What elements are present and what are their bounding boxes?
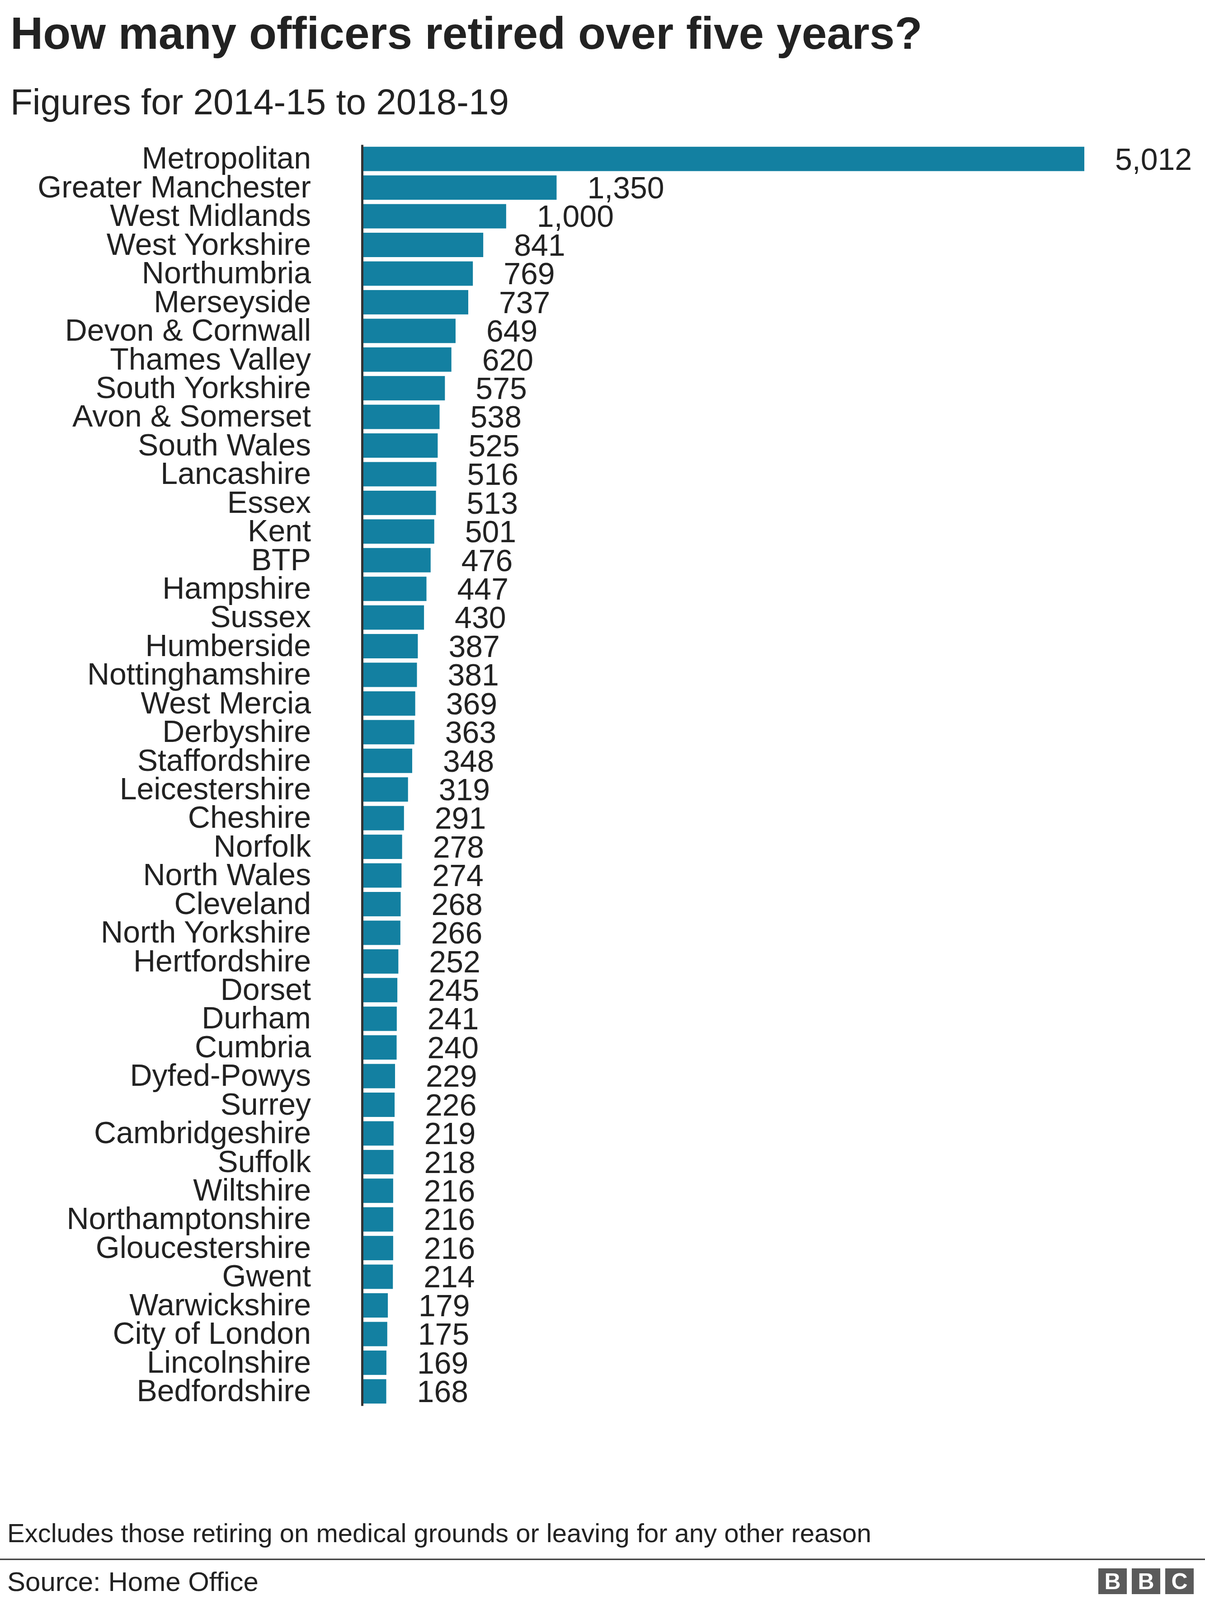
bar bbox=[362, 576, 427, 602]
chart: How many officers retired over five year… bbox=[0, 0, 1205, 1600]
bar bbox=[362, 175, 557, 200]
bar bbox=[362, 1293, 388, 1318]
bar bbox=[362, 748, 413, 774]
bar bbox=[362, 806, 405, 831]
bar bbox=[362, 1035, 397, 1060]
bar bbox=[362, 1350, 387, 1376]
bar bbox=[362, 605, 424, 631]
bar bbox=[362, 863, 402, 889]
bar bbox=[362, 1322, 388, 1347]
title: How many officers retired over five year… bbox=[10, 7, 923, 59]
subtitle: Figures for 2014-15 to 2018-19 bbox=[10, 81, 509, 123]
bar bbox=[362, 1064, 396, 1089]
bar bbox=[362, 834, 403, 860]
bar bbox=[362, 548, 431, 573]
bar bbox=[362, 1236, 394, 1261]
bar bbox=[362, 462, 437, 487]
bar bbox=[362, 1092, 395, 1118]
bar bbox=[362, 978, 398, 1003]
bar bbox=[362, 1265, 393, 1290]
data-labels: 5,0121,3501,0008417697376496205755385255… bbox=[417, 141, 1193, 1410]
bar bbox=[362, 777, 409, 802]
bar bbox=[362, 1007, 397, 1032]
bar bbox=[362, 490, 437, 516]
data-label: 168 bbox=[417, 1374, 469, 1409]
bar bbox=[362, 663, 417, 688]
bar bbox=[362, 204, 507, 229]
bar bbox=[362, 949, 399, 975]
bar bbox=[362, 519, 435, 544]
axis-line bbox=[361, 145, 364, 1407]
bar bbox=[362, 146, 1085, 172]
bar bbox=[362, 1121, 394, 1146]
bar bbox=[362, 691, 416, 716]
y-axis: MetropolitanGreater ManchesterWest Midla… bbox=[37, 140, 363, 1408]
bars bbox=[362, 146, 1085, 1404]
bar bbox=[362, 347, 452, 372]
footer-rule bbox=[0, 1559, 1205, 1561]
source: Source: Home Office bbox=[7, 1567, 259, 1598]
bar bbox=[362, 433, 438, 458]
bar bbox=[362, 634, 418, 659]
bar bbox=[362, 404, 440, 430]
tick-label: Bedfordshire bbox=[136, 1373, 311, 1408]
bar bbox=[362, 920, 401, 946]
bar bbox=[362, 232, 484, 258]
bar bbox=[362, 376, 445, 401]
bar bbox=[362, 892, 401, 917]
bar bbox=[362, 1207, 394, 1233]
bar bbox=[362, 1150, 394, 1175]
bar bbox=[362, 1379, 387, 1404]
data-label: 5,012 bbox=[1115, 141, 1192, 177]
bar bbox=[362, 318, 456, 344]
tick: Bedfordshire bbox=[136, 1373, 311, 1408]
bar bbox=[362, 290, 469, 315]
bar bbox=[362, 720, 415, 745]
logo: BBC bbox=[1098, 1568, 1194, 1595]
bar bbox=[362, 1178, 394, 1204]
bar bbox=[362, 261, 473, 286]
note: Excludes those retiring on medical groun… bbox=[7, 1518, 872, 1549]
logo-text: BBC bbox=[1104, 1569, 1188, 1595]
